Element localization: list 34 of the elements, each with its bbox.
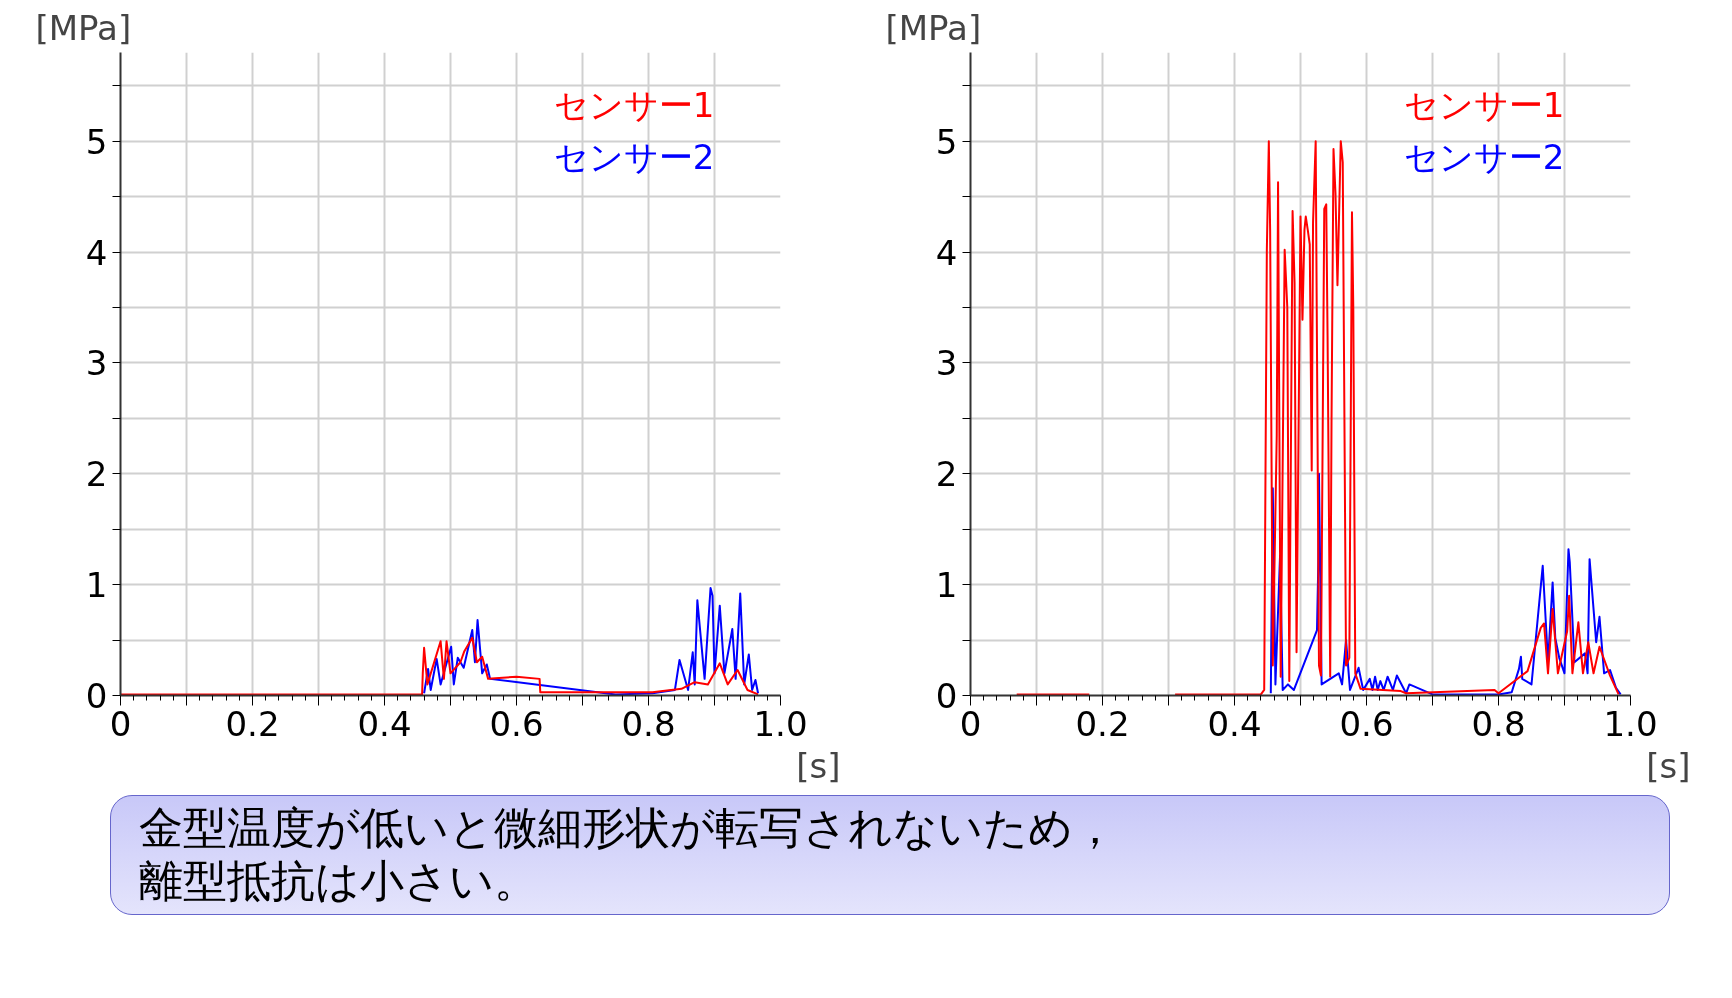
line-series: [1269, 472, 1622, 696]
x-tick-label: 0.6: [1339, 703, 1394, 744]
x-tick-label: 0.8: [1471, 703, 1526, 744]
text: 金型温度が低いと微細形状が転写されないため，離型抵抗は小さい。: [139, 802, 1118, 908]
y-tick-label: 1: [85, 565, 108, 606]
text: センサー2: [1403, 136, 1565, 177]
text: センサー1: [553, 84, 715, 125]
x-tick-label: 0.2: [225, 703, 280, 744]
y-tick-label: 0: [935, 676, 958, 716]
x-axis-title: [s]: [1646, 745, 1691, 786]
y-tick-label: 5: [935, 121, 958, 162]
series-label: センサー1: [1403, 84, 1565, 125]
y-tick-label: 5: [85, 121, 108, 162]
y-tick-label: 2: [935, 454, 958, 495]
x-tick-label: 0.4: [357, 703, 412, 744]
x-tick-label: 1.0: [1603, 703, 1658, 744]
x-tick-label: 0.2: [1075, 703, 1130, 744]
y-tick-label: 2: [85, 454, 108, 495]
x-tick-label: 0.4: [1207, 703, 1262, 744]
x-tick-label: 0.8: [621, 703, 676, 744]
line-series: [120, 636, 760, 696]
x-axis-title: [s]: [796, 745, 841, 786]
y-axis-title: [MPa]: [35, 7, 132, 48]
y-tick-label: 0: [85, 676, 108, 716]
x-tick-label: 0.6: [489, 703, 544, 744]
line-series: [423, 586, 760, 696]
y-tick-label: 1: [935, 565, 958, 606]
y-tick-label: 4: [935, 232, 958, 273]
y-tick-label: 3: [935, 343, 958, 384]
text: センサー2: [553, 136, 715, 177]
y-tick-label: 3: [85, 343, 108, 384]
y-tick-label: 4: [85, 232, 108, 273]
x-tick-label: 1.0: [753, 703, 808, 744]
y-axis-title: [MPa]: [885, 7, 982, 48]
